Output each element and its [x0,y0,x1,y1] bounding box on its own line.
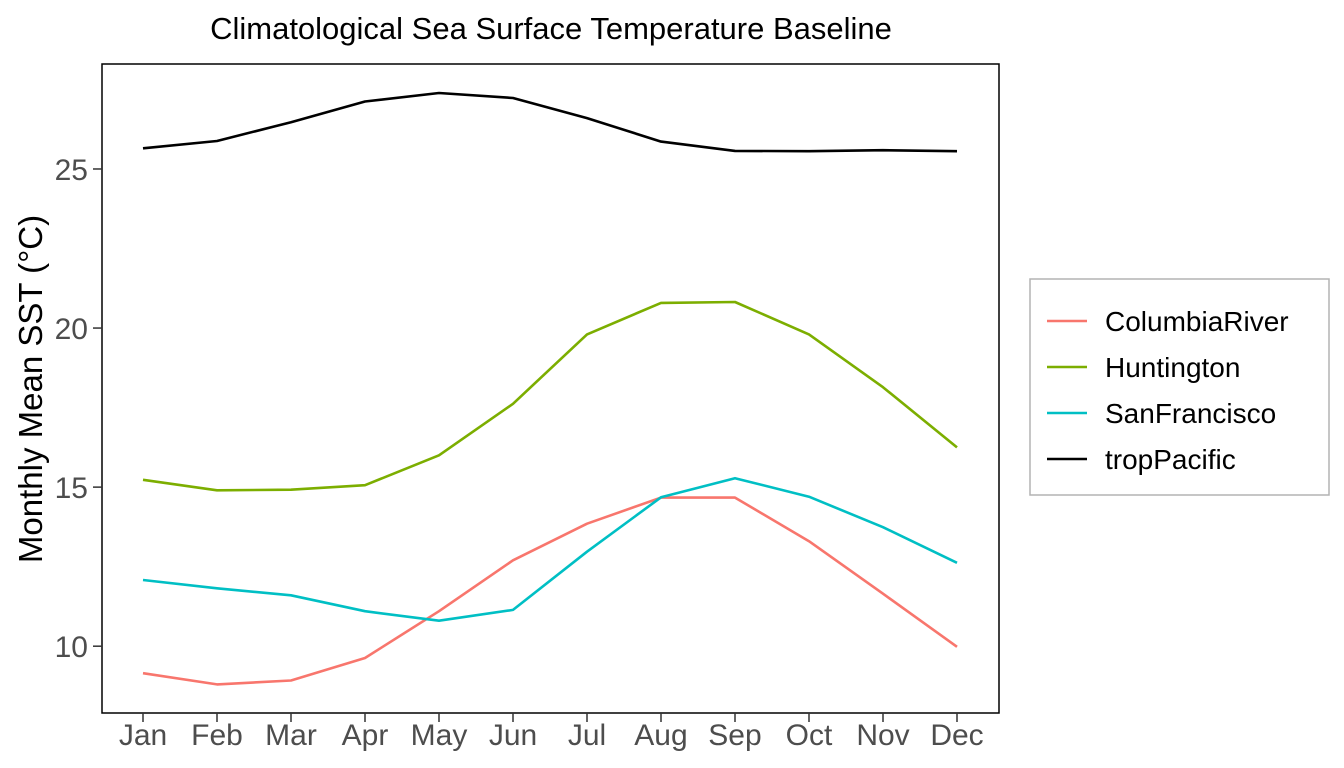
x-tick-label: Aug [634,719,687,752]
y-axis: 10 15 20 25 [55,154,102,664]
legend-label: Huntington [1105,352,1240,383]
x-tick-label: May [411,719,468,752]
y-tick-label: 15 [55,472,88,505]
legend-label: SanFrancisco [1105,398,1276,429]
plot-panel-border [101,63,1000,714]
legend-item: tropPacific [1047,444,1236,475]
x-tick-label: Jul [568,719,606,752]
legend: ColumbiaRiver Huntington SanFrancisco tropP… [1029,278,1330,496]
series-line-columbiariver [142,496,958,686]
series-line-huntington [142,300,958,492]
y-tick-label: 10 [55,631,88,664]
x-tick-label: Oct [786,719,833,752]
x-tick-label: Feb [191,719,243,752]
legend-label: tropPacific [1105,444,1236,475]
series-layer [142,91,958,686]
x-tick-label: Dec [930,719,983,752]
series-line-troppacific [142,91,958,153]
y-tick-label: 25 [55,154,88,187]
legend-item: Huntington [1047,352,1240,383]
x-tick-label: Nov [856,719,909,752]
legend-item: SanFrancisco [1047,398,1276,429]
x-tick-label: Jan [119,719,167,752]
chart-title: Climatological Sea Surface Temperature B… [210,11,892,46]
x-tick-label: Sep [708,719,761,752]
x-tick-label: Mar [265,719,317,752]
legend-item: ColumbiaRiver [1047,306,1289,337]
x-tick-label: Apr [342,719,389,752]
legend-label: ColumbiaRiver [1105,306,1289,337]
x-tick-label: Jun [489,719,537,752]
x-axis: Jan Feb Mar Apr May Jun Jul Aug Sep Oct Nov Dec [119,713,984,752]
y-tick-label: 20 [55,313,88,346]
y-axis-title: Monthly Mean SST (°C) [12,215,49,563]
series-line-sanfrancisco [142,476,958,623]
